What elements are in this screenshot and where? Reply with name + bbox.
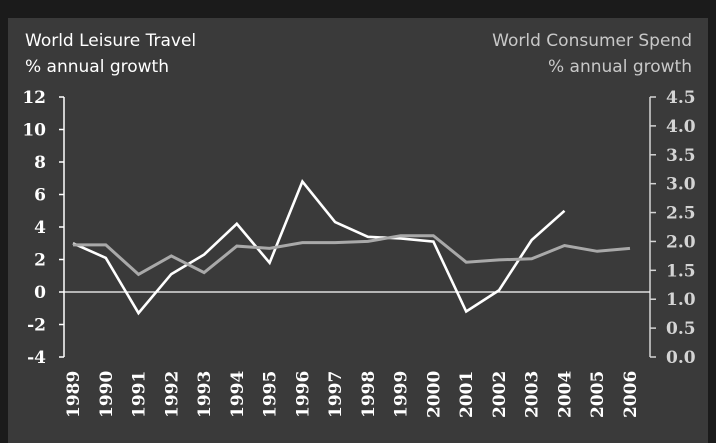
left-tick-label: 0 [34, 283, 46, 303]
x-tick-label: 1992 [162, 371, 182, 418]
x-tick-label: 1994 [228, 371, 248, 418]
left-tick-label: 8 [34, 153, 46, 173]
right-tick-label: 3.0 [666, 175, 696, 195]
left-axis-subtitle: % annual growth [25, 57, 169, 77]
right-tick-label: 1.5 [666, 261, 696, 281]
left-tick-label: 2 [34, 251, 46, 271]
consumer-spend-line [73, 234, 631, 277]
right-tick-label: 2.5 [666, 204, 696, 224]
x-tick-label: 1990 [97, 371, 117, 418]
right-axis-subtitle: % annual growth [548, 57, 692, 77]
x-tick-label: 1993 [195, 371, 215, 418]
x-tick-label: 2005 [588, 371, 608, 418]
right-tick-label: 0.0 [666, 348, 696, 368]
x-tick-label: 2001 [457, 371, 477, 418]
left-axis-title: World Leisure Travel [25, 31, 196, 51]
axes [59, 96, 656, 358]
x-tick-label: 1991 [130, 371, 150, 418]
chart-background [8, 18, 708, 443]
x-tick-label: 2002 [490, 371, 510, 418]
right-tick-label: 1.0 [666, 290, 696, 310]
x-tick-label: 2004 [555, 371, 575, 418]
x-tick-label: 1996 [293, 371, 313, 418]
left-tick-label: -2 [27, 316, 46, 336]
x-tick-label: 2003 [523, 371, 543, 418]
left-tick-label: 6 [34, 186, 46, 206]
x-tick-label: 1999 [392, 371, 412, 418]
left-tick-label: 12 [22, 88, 46, 108]
x-tick-label: 1997 [326, 371, 346, 418]
right-tick-label: 2.0 [666, 232, 696, 252]
x-tick-label: 2000 [424, 371, 444, 418]
leisure-travel-line [72, 178, 566, 316]
right-tick-label: 0.5 [666, 319, 696, 339]
x-tick-label: 1998 [359, 371, 379, 418]
left-tick-label: -4 [27, 348, 46, 368]
x-tick-label: 1989 [64, 371, 84, 418]
right-tick-label: 3.5 [666, 146, 696, 166]
right-axis-title: World Consumer Spend [492, 31, 692, 51]
left-tick-label: 10 [22, 121, 46, 141]
left-tick-label: 4 [34, 218, 46, 238]
right-tick-label: 4.5 [666, 88, 696, 108]
right-tick-label: 4.0 [666, 117, 696, 137]
x-tick-label: 2006 [621, 371, 641, 418]
x-tick-label: 1995 [261, 371, 281, 418]
series-lines [72, 178, 631, 316]
tick-labels: 12 10 8 6 4 2 0 -2 -4 4.5 4.0 3.5 3.0 2.5 2.0 1.5 1.0 0.5… [22, 88, 695, 418]
